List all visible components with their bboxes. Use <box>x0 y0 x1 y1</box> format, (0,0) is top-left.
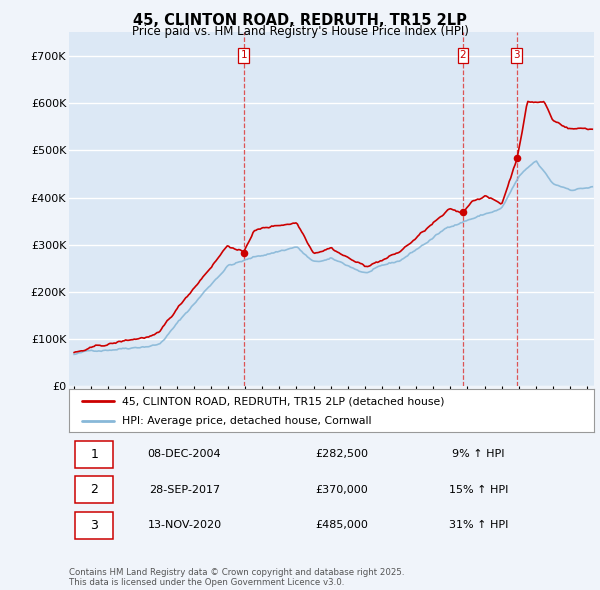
Text: 31% ↑ HPI: 31% ↑ HPI <box>449 520 508 530</box>
Text: Price paid vs. HM Land Registry's House Price Index (HPI): Price paid vs. HM Land Registry's House … <box>131 25 469 38</box>
Text: 1: 1 <box>90 448 98 461</box>
Text: £370,000: £370,000 <box>316 485 368 494</box>
Point <box>458 207 468 217</box>
FancyBboxPatch shape <box>76 441 113 468</box>
FancyBboxPatch shape <box>76 512 113 539</box>
Text: £282,500: £282,500 <box>316 450 368 459</box>
Text: 9% ↑ HPI: 9% ↑ HPI <box>452 450 505 459</box>
Text: 28-SEP-2017: 28-SEP-2017 <box>149 485 220 494</box>
Text: 15% ↑ HPI: 15% ↑ HPI <box>449 485 508 494</box>
Text: 1: 1 <box>241 51 247 60</box>
Point <box>239 248 248 258</box>
Point <box>512 153 521 162</box>
Text: £485,000: £485,000 <box>316 520 368 530</box>
Text: Contains HM Land Registry data © Crown copyright and database right 2025.
This d: Contains HM Land Registry data © Crown c… <box>69 568 404 587</box>
Text: 45, CLINTON ROAD, REDRUTH, TR15 2LP (detached house): 45, CLINTON ROAD, REDRUTH, TR15 2LP (det… <box>121 396 444 407</box>
Text: 08-DEC-2004: 08-DEC-2004 <box>148 450 221 459</box>
Text: 3: 3 <box>513 51 520 60</box>
Text: HPI: Average price, detached house, Cornwall: HPI: Average price, detached house, Corn… <box>121 417 371 426</box>
FancyBboxPatch shape <box>76 476 113 503</box>
Text: 13-NOV-2020: 13-NOV-2020 <box>148 520 221 530</box>
Text: 45, CLINTON ROAD, REDRUTH, TR15 2LP: 45, CLINTON ROAD, REDRUTH, TR15 2LP <box>133 13 467 28</box>
Text: 2: 2 <box>90 483 98 496</box>
Text: 3: 3 <box>90 519 98 532</box>
Text: 2: 2 <box>460 51 466 60</box>
